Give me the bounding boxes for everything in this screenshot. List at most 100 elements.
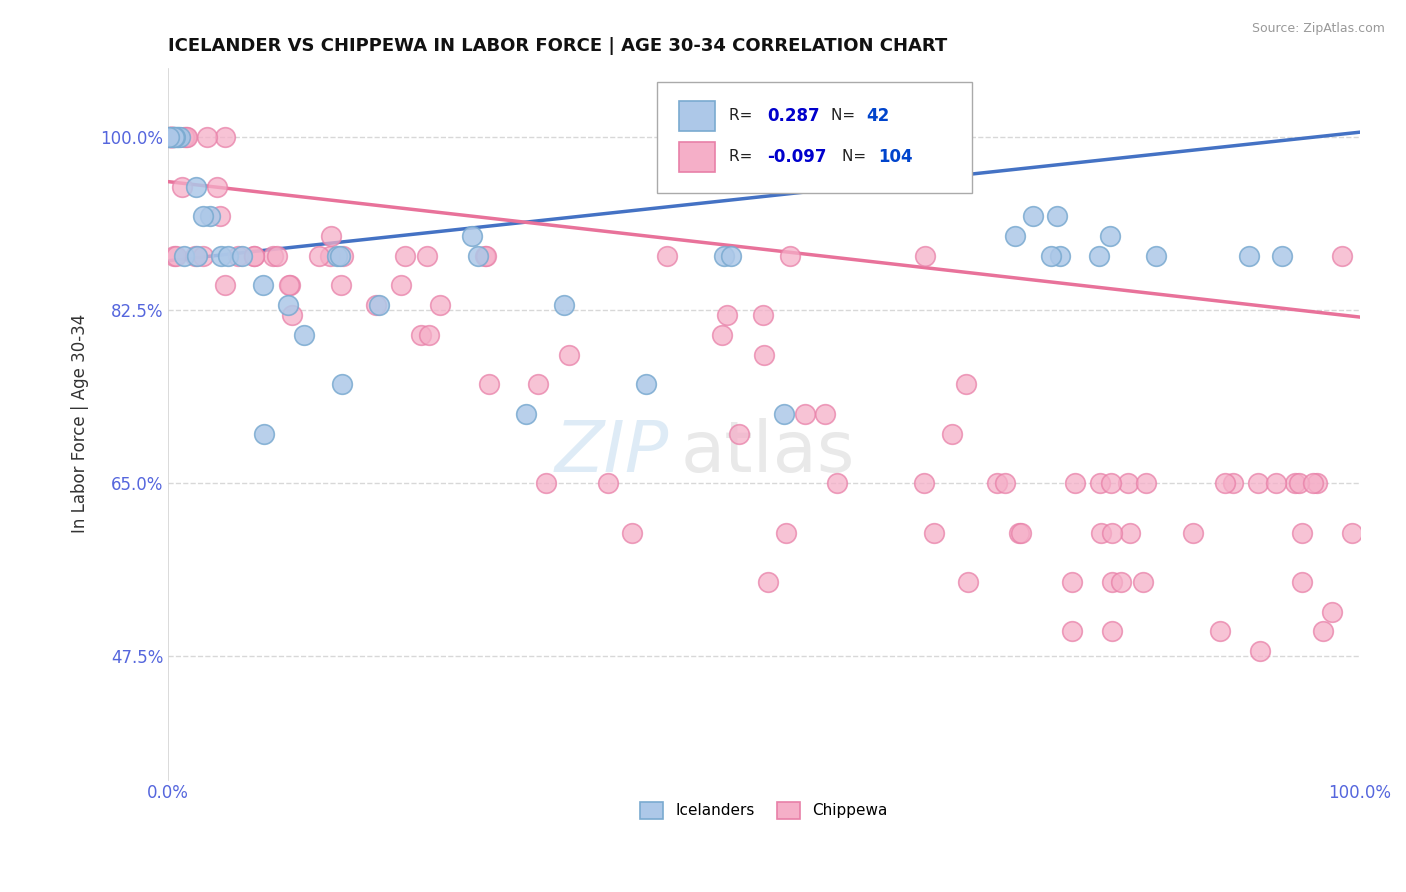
- Point: [1291, 574, 1313, 589]
- Point: [157, 130, 180, 145]
- Point: [186, 249, 208, 263]
- Point: [1060, 574, 1083, 589]
- Point: [814, 407, 837, 421]
- Point: [394, 249, 416, 263]
- Point: [1062, 624, 1084, 639]
- Point: [1101, 624, 1123, 639]
- Text: atlas: atlas: [681, 417, 855, 487]
- Point: [475, 249, 498, 263]
- Point: [1109, 574, 1132, 589]
- Point: [214, 130, 236, 145]
- Point: [163, 130, 186, 145]
- Point: [1049, 249, 1071, 263]
- Point: [205, 179, 228, 194]
- Point: [460, 229, 482, 244]
- Point: [1284, 476, 1306, 491]
- Point: [163, 130, 186, 145]
- Point: [165, 249, 187, 263]
- Point: [478, 377, 501, 392]
- Point: [1302, 476, 1324, 491]
- Point: [825, 476, 848, 491]
- Point: [173, 130, 195, 145]
- Point: [994, 476, 1017, 491]
- Point: [157, 130, 180, 145]
- Point: [534, 476, 557, 491]
- Point: [596, 476, 619, 491]
- Point: [281, 308, 304, 322]
- Text: -0.097: -0.097: [768, 148, 827, 166]
- Point: [1099, 476, 1122, 491]
- Point: [162, 130, 184, 145]
- Point: [1209, 624, 1232, 639]
- Point: [1222, 476, 1244, 491]
- Point: [418, 327, 440, 342]
- Point: [720, 249, 742, 263]
- Point: [330, 377, 353, 392]
- Point: [1088, 476, 1111, 491]
- Point: [1264, 476, 1286, 491]
- Point: [162, 130, 184, 145]
- Text: N=: N=: [831, 108, 859, 123]
- Text: 0.287: 0.287: [768, 107, 820, 125]
- Text: 104: 104: [879, 148, 912, 166]
- Text: N=: N=: [842, 150, 872, 164]
- Point: [1239, 249, 1261, 263]
- Point: [941, 426, 963, 441]
- Point: [1215, 476, 1237, 491]
- Point: [166, 130, 188, 145]
- Point: [515, 407, 537, 421]
- Point: [710, 327, 733, 342]
- Point: [922, 525, 945, 540]
- Point: [1008, 525, 1031, 540]
- Point: [1004, 229, 1026, 244]
- Point: [278, 278, 301, 293]
- Text: 42: 42: [866, 107, 890, 125]
- Point: [163, 249, 186, 263]
- Point: [266, 249, 288, 263]
- Point: [195, 130, 218, 145]
- Point: [526, 377, 548, 392]
- Point: [160, 130, 183, 145]
- Legend: Icelanders, Chippewa: Icelanders, Chippewa: [634, 796, 894, 825]
- Point: [328, 249, 350, 263]
- Point: [292, 327, 315, 342]
- Point: [1271, 249, 1294, 263]
- Point: [1249, 644, 1271, 658]
- Point: [191, 209, 214, 223]
- Text: R=: R=: [730, 108, 758, 123]
- Point: [159, 130, 181, 145]
- Text: ICELANDER VS CHIPPEWA IN LABOR FORCE | AGE 30-34 CORRELATION CHART: ICELANDER VS CHIPPEWA IN LABOR FORCE | A…: [169, 37, 948, 55]
- Point: [912, 476, 935, 491]
- Point: [326, 249, 349, 263]
- Point: [262, 249, 284, 263]
- Point: [713, 249, 735, 263]
- Point: [243, 249, 266, 263]
- Point: [278, 278, 301, 293]
- Point: [1306, 476, 1329, 491]
- Y-axis label: In Labor Force | Age 30-34: In Labor Force | Age 30-34: [72, 314, 89, 533]
- Point: [184, 179, 207, 194]
- Point: [174, 130, 197, 145]
- Point: [159, 130, 181, 145]
- Point: [779, 249, 801, 263]
- Point: [1132, 574, 1154, 589]
- Point: [366, 298, 388, 312]
- FancyBboxPatch shape: [679, 142, 716, 172]
- Point: [752, 308, 775, 322]
- Point: [166, 130, 188, 145]
- Point: [1021, 209, 1043, 223]
- Point: [1119, 525, 1142, 540]
- Point: [467, 249, 489, 263]
- Point: [620, 525, 643, 540]
- Point: [183, 249, 205, 263]
- Point: [1118, 476, 1140, 491]
- Point: [914, 249, 936, 263]
- Point: [558, 348, 581, 362]
- Point: [1182, 525, 1205, 540]
- Point: [389, 278, 412, 293]
- Point: [1135, 476, 1157, 491]
- Point: [162, 130, 184, 145]
- Point: [319, 249, 342, 263]
- Point: [1010, 525, 1032, 540]
- Point: [1291, 525, 1313, 540]
